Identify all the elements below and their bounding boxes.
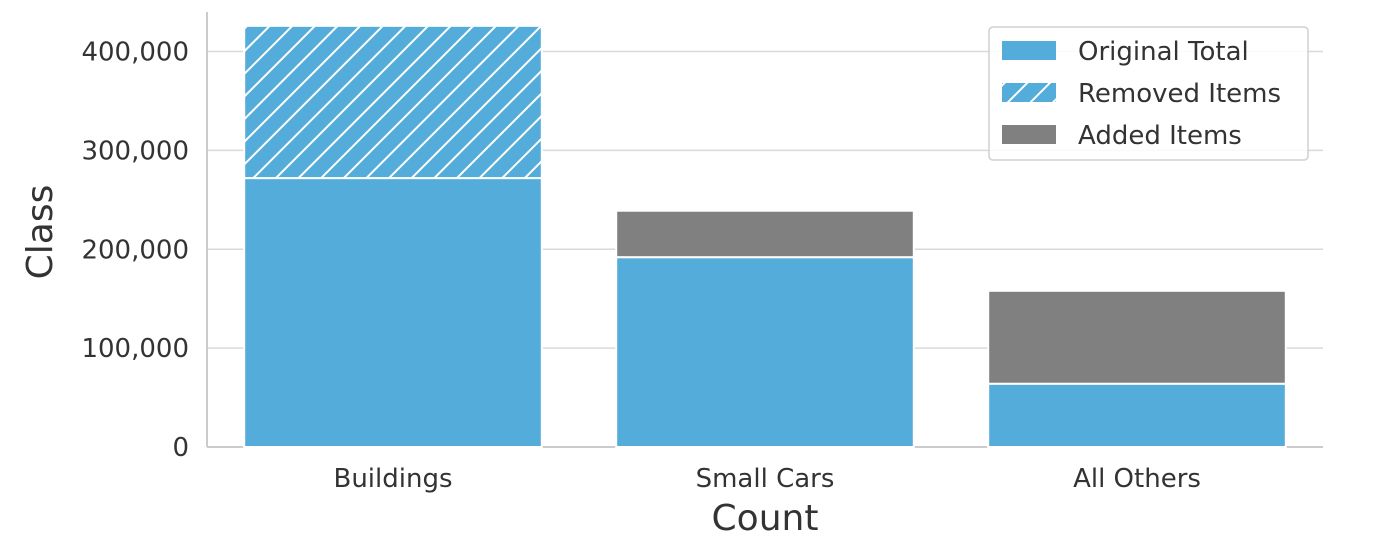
x-tick-label: Buildings: [333, 464, 452, 494]
bar-added-items-all-others: [987, 289, 1287, 385]
y-tick-label: 200,000: [81, 235, 189, 265]
x-tick-label: Small Cars: [696, 464, 835, 494]
x-tick-label: All Others: [1073, 464, 1201, 494]
y-tick-label: 400,000: [81, 38, 189, 68]
bar-original-total-buildings: [243, 177, 543, 448]
legend-label: Removed Items: [1078, 79, 1281, 109]
legend-swatch-removed-items: [1002, 83, 1056, 102]
bar-original-total-small-cars: [615, 256, 915, 448]
y-tick-label: 300,000: [81, 136, 189, 166]
legend-box: [988, 26, 1309, 161]
y-tick-label: 100,000: [81, 334, 189, 364]
bar-removed-items-buildings: [243, 24, 543, 180]
x-axis-title: Count: [712, 498, 819, 539]
y-tick-label: 0: [172, 433, 189, 463]
bars: [243, 24, 1287, 448]
bar-added-items-small-cars: [615, 209, 915, 259]
legend-swatch-original-total: [1002, 41, 1056, 60]
y-axis-title: Class: [20, 185, 61, 280]
legend-label: Added Items: [1078, 121, 1242, 151]
legend: Original Total Removed Items Added Items: [988, 26, 1309, 161]
bar-original-total-all-others: [987, 382, 1287, 448]
legend-swatch-added-items: [1002, 125, 1056, 144]
tick-labels: 0 100,000 200,000 300,000 400,000 Buildings Sm…: [81, 38, 1200, 494]
legend-label: Original Total: [1078, 37, 1249, 67]
